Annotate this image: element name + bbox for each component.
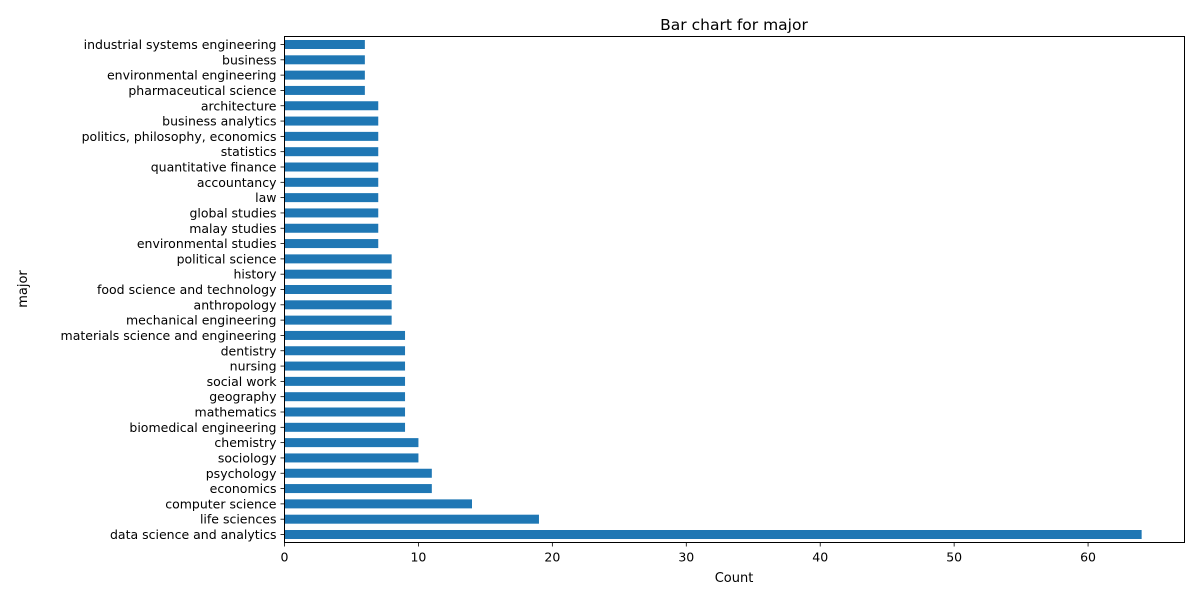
y-tick-label: politics, philosophy, economics xyxy=(82,129,277,144)
y-tick-label: environmental studies xyxy=(137,236,277,251)
bar xyxy=(284,131,379,141)
bar xyxy=(284,254,392,264)
x-tick-label: 60 xyxy=(1080,550,1096,565)
bar xyxy=(284,361,406,371)
y-tick-label: computer science xyxy=(165,496,277,511)
bar xyxy=(284,376,406,386)
y-tick-label: nursing xyxy=(230,359,277,374)
bar xyxy=(284,101,379,111)
y-tick-label: pharmaceutical science xyxy=(128,83,276,98)
bar xyxy=(284,177,379,187)
bar xyxy=(284,499,472,509)
bar xyxy=(284,116,379,126)
y-tick-label: mechanical engineering xyxy=(126,313,277,328)
x-tick-label: 30 xyxy=(678,550,694,565)
x-tick-label: 0 xyxy=(281,550,289,565)
y-tick-label: materials science and engineering xyxy=(61,328,277,343)
bars-group xyxy=(284,40,1142,539)
bar xyxy=(284,239,379,249)
x-tick-label: 20 xyxy=(544,550,560,565)
y-tick-label: malay studies xyxy=(189,221,276,236)
y-tick-label: mathematics xyxy=(195,405,277,420)
y-tick-label: global studies xyxy=(189,205,276,220)
bar xyxy=(284,162,379,172)
bar xyxy=(284,300,392,310)
y-tick-label: accountancy xyxy=(197,175,277,190)
y-tick-label: environmental engineering xyxy=(107,68,277,83)
bar xyxy=(284,514,539,524)
bar xyxy=(284,468,432,478)
y-tick-label: economics xyxy=(210,481,277,496)
y-tick-label: data science and analytics xyxy=(110,527,277,542)
bar xyxy=(284,392,406,402)
y-tick-label: chemistry xyxy=(214,435,277,450)
bar xyxy=(284,85,365,95)
y-tick-label: food science and technology xyxy=(97,282,277,297)
x-axis-label: Count xyxy=(715,571,754,586)
y-tick-label: anthropology xyxy=(194,297,278,312)
bar xyxy=(284,407,406,417)
bar xyxy=(284,208,379,218)
y-tick-label: quantitative finance xyxy=(151,160,277,175)
y-tick-label: biomedical engineering xyxy=(129,420,276,435)
y-tick-label: law xyxy=(255,190,276,205)
bar xyxy=(284,346,406,356)
bar xyxy=(284,330,406,340)
y-tick-label: architecture xyxy=(201,98,277,113)
y-axis-label: major xyxy=(16,270,31,308)
bar xyxy=(284,55,365,65)
bar xyxy=(284,285,392,294)
y-tick-label: geography xyxy=(209,389,277,404)
bar xyxy=(284,40,365,49)
y-tick-label: sociology xyxy=(218,450,277,465)
y-tick-label: history xyxy=(234,267,278,282)
bar xyxy=(284,530,1142,539)
bar xyxy=(284,147,379,157)
bar xyxy=(284,223,379,233)
bar xyxy=(284,453,419,463)
bar xyxy=(284,269,392,279)
y-tick-label: political science xyxy=(177,251,277,266)
y-tick-label: dentistry xyxy=(221,343,277,358)
plot-frame xyxy=(284,36,1185,543)
y-tick-label: life sciences xyxy=(200,512,277,527)
x-axis-ticks: 0 10 20 30 40 50 60 xyxy=(281,542,1096,565)
bar xyxy=(284,70,365,80)
chart-title: Bar chart for major xyxy=(660,16,808,34)
bar xyxy=(284,422,406,432)
x-tick-label: 40 xyxy=(812,550,828,565)
bar xyxy=(284,484,432,494)
y-tick-label: psychology xyxy=(206,466,277,481)
bar xyxy=(284,315,392,325)
y-tick-label: business xyxy=(222,52,276,67)
x-tick-label: 50 xyxy=(946,550,962,565)
x-tick-label: 10 xyxy=(410,550,426,565)
y-tick-label: statistics xyxy=(221,144,277,159)
y-tick-label: industrial systems engineering xyxy=(84,37,277,52)
y-tick-label: business analytics xyxy=(162,114,276,129)
y-tick-label: social work xyxy=(207,374,278,389)
bar xyxy=(284,438,419,448)
bar xyxy=(284,193,379,203)
